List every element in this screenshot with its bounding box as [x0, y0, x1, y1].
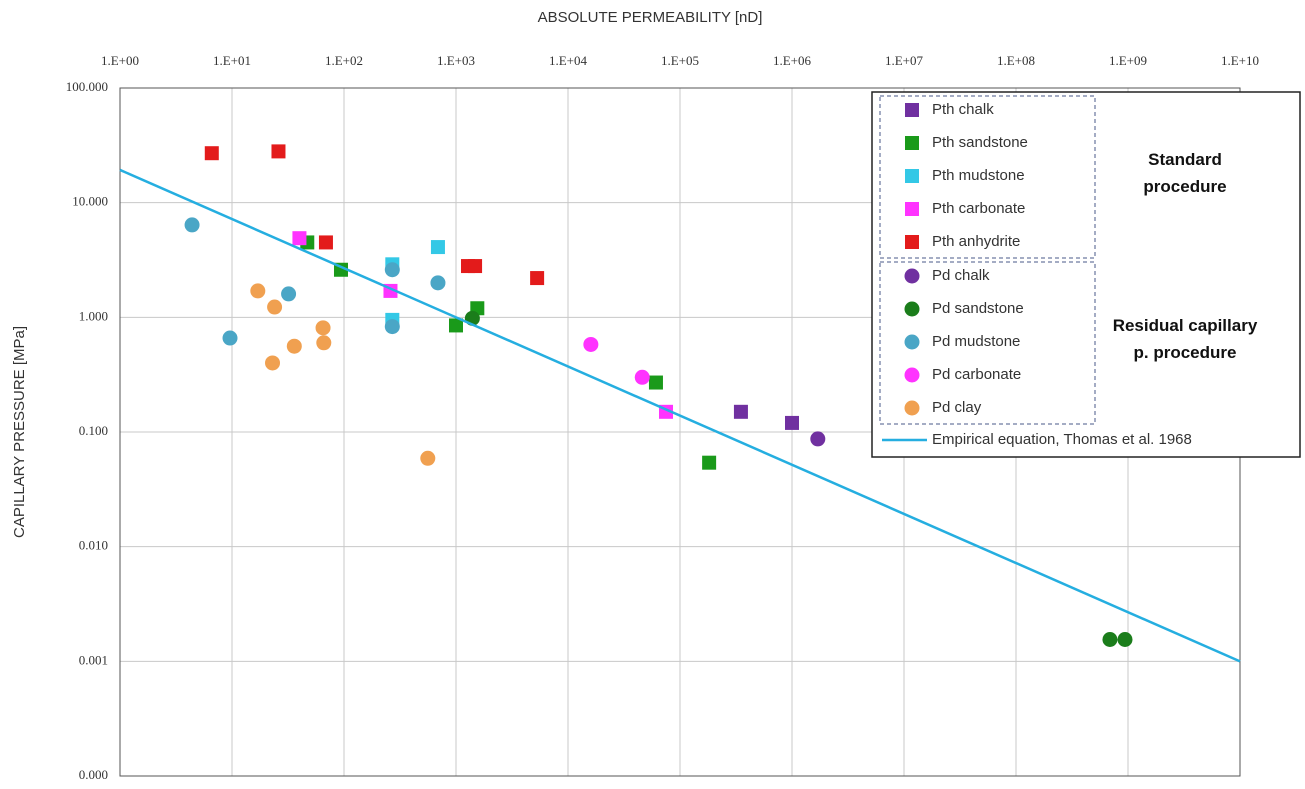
legend-box [871, 91, 1301, 458]
circle-marker [904, 367, 920, 383]
y-tick-label: 0.001 [79, 652, 108, 667]
square-marker [292, 231, 307, 246]
circle-marker [384, 319, 400, 335]
legend-label: Pth mudstone [932, 167, 1025, 184]
circle-marker [904, 301, 920, 317]
x-tick-label: 1.E+08 [997, 53, 1035, 68]
legend-label: Pth carbonate [932, 200, 1025, 217]
square-marker [905, 202, 919, 216]
legend-label: Pd chalk [932, 267, 990, 284]
legend-group-label: Residual capillary [1113, 316, 1258, 335]
legend-label: Pd clay [932, 399, 982, 416]
circle-marker [810, 431, 826, 447]
square-marker [271, 144, 286, 159]
circle-marker [315, 320, 331, 336]
x-axis-title: ABSOLUTE PERMEABILITY [nD] [538, 9, 763, 26]
square-marker [318, 235, 333, 250]
y-tick-label: 100.000 [66, 79, 108, 94]
square-marker [702, 455, 717, 470]
x-tick-label: 1.E+00 [101, 53, 139, 68]
square-marker [204, 146, 219, 161]
square-marker [905, 136, 919, 150]
x-tick-label: 1.E+04 [549, 53, 588, 68]
legend-group-label: Standard [1148, 150, 1222, 169]
square-marker [430, 240, 445, 255]
circle-marker [420, 450, 436, 466]
square-marker [530, 271, 545, 286]
legend-group-label: procedure [1143, 177, 1226, 196]
square-marker [905, 103, 919, 117]
square-marker [733, 404, 748, 419]
square-marker [785, 415, 799, 430]
x-tick-label: 1.E+02 [325, 53, 363, 68]
y-tick-label: 0.010 [79, 538, 108, 553]
circle-marker [281, 286, 297, 302]
x-tick-label: 1.E+10 [1221, 53, 1259, 68]
circle-marker [583, 336, 599, 352]
x-tick-label: 1.E+07 [885, 53, 924, 68]
y-tick-label: 1.000 [79, 308, 108, 323]
square-marker [449, 318, 463, 333]
circle-marker [384, 262, 400, 278]
circle-marker [904, 334, 920, 350]
square-marker [468, 259, 483, 274]
square-marker [905, 235, 919, 249]
x-tick-label: 1.E+09 [1109, 53, 1147, 68]
circle-marker [250, 283, 266, 299]
legend-label: Empirical equation, Thomas et al. 1968 [932, 431, 1192, 448]
circle-marker [904, 400, 920, 416]
y-tick-label: 0.000 [79, 767, 108, 782]
legend-label: Pth anhydrite [932, 233, 1020, 250]
circle-marker [184, 217, 200, 233]
trend-line [119, 168, 1241, 663]
circle-marker [634, 369, 650, 385]
x-tick-label: 1.E+01 [213, 53, 251, 68]
legend-group-box [879, 95, 1096, 259]
legend-label: Pd mudstone [932, 333, 1020, 350]
circle-marker [222, 330, 238, 346]
legend-label: Pth sandstone [932, 134, 1028, 151]
circle-marker [286, 338, 302, 354]
y-tick-label: 0.100 [79, 423, 108, 438]
circle-marker [265, 355, 281, 371]
y-axis-title: CAPILLARY PRESSURE [MPa] [11, 326, 28, 538]
circle-marker [1117, 632, 1133, 648]
square-marker [648, 375, 663, 390]
legend-label: Pd sandstone [932, 300, 1024, 317]
y-tick-label: 10.000 [72, 194, 108, 209]
legend-group-label: p. procedure [1134, 343, 1237, 362]
x-tick-label: 1.E+05 [661, 53, 699, 68]
x-tick-label: 1.E+03 [437, 53, 475, 68]
x-tick-label: 1.E+06 [773, 53, 812, 68]
circle-marker [430, 275, 446, 291]
circle-marker [267, 299, 283, 315]
circle-marker [1102, 632, 1118, 648]
square-marker [905, 169, 919, 183]
circle-marker [316, 335, 332, 351]
legend-group-box [879, 261, 1096, 425]
circle-marker [904, 268, 920, 284]
legend-label: Pd carbonate [932, 366, 1021, 383]
legend-label: Pth chalk [932, 101, 994, 118]
